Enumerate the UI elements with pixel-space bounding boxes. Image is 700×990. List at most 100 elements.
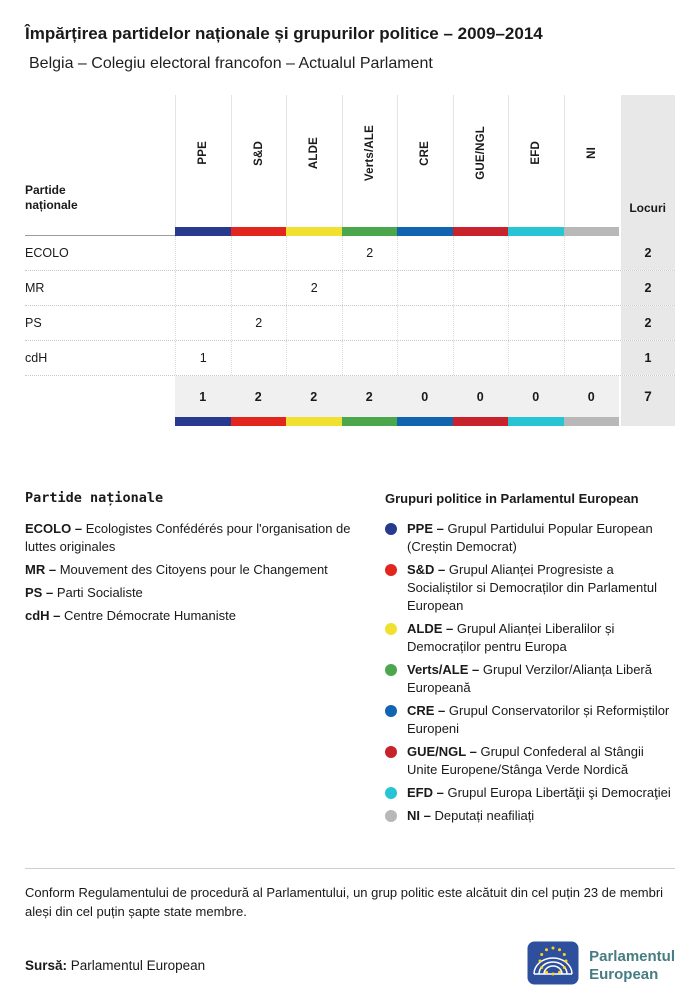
party-name: PS bbox=[25, 316, 42, 330]
row-seats: 2 bbox=[619, 271, 675, 305]
logo-wordmark: Parlamentul European bbox=[589, 947, 675, 983]
cell-value bbox=[563, 306, 620, 340]
sd-color-bar bbox=[230, 227, 286, 236]
ppe-color-bar bbox=[175, 417, 231, 426]
group-color-bar-row bbox=[25, 227, 675, 236]
footer-bottom-row: Sursă: Parlamentul European bbox=[25, 941, 675, 990]
sd-color-bar bbox=[230, 417, 286, 426]
cell-value bbox=[563, 341, 620, 375]
verts-ale-color-bar bbox=[341, 227, 397, 236]
cell-value bbox=[563, 236, 620, 270]
row-header-label: Partide naționale bbox=[25, 183, 78, 212]
legend-parties-heading: Partide naționale bbox=[25, 490, 164, 506]
column-header-seats: Locuri bbox=[619, 95, 675, 227]
cre-color-dot bbox=[385, 705, 397, 717]
cell-value bbox=[508, 271, 564, 305]
cell-value bbox=[286, 306, 342, 340]
footnote: Conform Regulamentului de procedură al P… bbox=[25, 885, 664, 919]
total-value: 0 bbox=[563, 376, 619, 417]
verts-ale-color-bar bbox=[341, 417, 397, 426]
legend-group-item-ppe: PPE – Grupul Partidului Popular European… bbox=[385, 520, 675, 556]
legend-group-item-efd: EFD – Grupul Europa Libertăţii şi Democr… bbox=[385, 784, 675, 802]
legend-parties: Partide naționale ECOLO – Ecologistes Co… bbox=[25, 490, 365, 830]
cre-color-bar bbox=[397, 417, 453, 426]
table-row-ps: PS 2 2 bbox=[25, 306, 675, 341]
seats-column-fill bbox=[619, 227, 675, 236]
cell-value: 2 bbox=[286, 271, 342, 305]
party-name: cdH bbox=[25, 351, 48, 365]
legend-group-item-gue-ngl: GUE/NGL – Grupul Confederal al Stângii U… bbox=[385, 743, 675, 779]
total-value: 2 bbox=[230, 376, 286, 417]
cell-value bbox=[341, 271, 398, 305]
row-seats: 2 bbox=[619, 236, 675, 270]
column-header-ppe: PPE bbox=[175, 95, 231, 227]
source-line: Sursă: Parlamentul European bbox=[25, 958, 206, 973]
cell-value bbox=[452, 306, 509, 340]
cell-value bbox=[452, 271, 509, 305]
ppe-color-bar bbox=[175, 227, 231, 236]
cell-value bbox=[452, 341, 509, 375]
ppe-color-dot bbox=[385, 523, 397, 535]
column-header-alde: ALDE bbox=[286, 95, 342, 227]
ni-color-dot bbox=[385, 810, 397, 822]
cell-value: 1 bbox=[175, 341, 231, 375]
legend-groups-heading: Grupuri politice in Parlamentul European bbox=[385, 491, 639, 506]
total-seats: 7 bbox=[619, 376, 675, 417]
table-row-cdh: cdH 1 1 bbox=[25, 341, 675, 376]
total-value: 0 bbox=[508, 376, 564, 417]
alde-color-bar bbox=[286, 417, 342, 426]
alde-color-dot bbox=[385, 623, 397, 635]
header-underline bbox=[25, 227, 175, 236]
totals-blank-cell bbox=[25, 376, 175, 417]
column-header-gue-ngl: GUE/NGL bbox=[452, 95, 509, 227]
cell-value bbox=[563, 271, 620, 305]
cell-value bbox=[397, 306, 453, 340]
legend-group-item-alde: ALDE – Grupul Alianței Liberalilor și De… bbox=[385, 620, 675, 656]
total-value: 1 bbox=[175, 376, 231, 417]
footer-divider bbox=[25, 868, 675, 869]
ni-color-bar bbox=[563, 227, 619, 236]
cell-value bbox=[397, 236, 453, 270]
cell-value bbox=[286, 236, 342, 270]
table-row-ecolo: ECOLO 2 2 bbox=[25, 236, 675, 271]
legend-group-item-cre: CRE – Grupul Conservatorilor și Reformiș… bbox=[385, 702, 675, 738]
european-parliament-logo: Parlamentul European bbox=[527, 941, 675, 990]
cell-value bbox=[286, 341, 342, 375]
column-header-efd: EFD bbox=[508, 95, 564, 227]
cell-value bbox=[175, 271, 231, 305]
cell-value bbox=[230, 236, 287, 270]
cell-value bbox=[230, 341, 287, 375]
gue-ngl-color-bar bbox=[452, 227, 508, 236]
table-row-totals: 1 2 2 2 0 0 0 0 7 bbox=[25, 376, 675, 417]
total-value: 2 bbox=[286, 376, 342, 417]
cell-value: 2 bbox=[341, 236, 398, 270]
party-name: MR bbox=[25, 281, 45, 295]
page-title: Împărțirea partidelor naționale și grupu… bbox=[25, 24, 543, 43]
cell-value bbox=[508, 236, 564, 270]
total-value: 0 bbox=[452, 376, 508, 417]
table-row-mr: MR 2 2 bbox=[25, 271, 675, 306]
row-seats: 2 bbox=[619, 306, 675, 340]
column-header-sd: S&D bbox=[230, 95, 287, 227]
legend-section: Partide naționale ECOLO – Ecologistes Co… bbox=[25, 490, 675, 830]
legend-party-item: PS – Parti Socialiste bbox=[25, 585, 143, 600]
column-header-ni: NI bbox=[563, 95, 620, 227]
verts-ale-color-dot bbox=[385, 664, 397, 676]
column-header-verts-ale: Verts/ALE bbox=[341, 95, 398, 227]
gue-ngl-color-dot bbox=[385, 746, 397, 758]
cell-value bbox=[508, 341, 564, 375]
bottom-blank-cell bbox=[25, 417, 175, 426]
seats-table: Partide naționale PPE S&D ALDE Verts/ALE… bbox=[25, 95, 675, 426]
seats-column-fill bbox=[619, 417, 675, 426]
legend-group-item-verts-ale: Verts/ALE – Grupul Verzilor/Alianța Libe… bbox=[385, 661, 675, 697]
table-header-row: Partide naționale PPE S&D ALDE Verts/ALE… bbox=[25, 95, 675, 227]
european-parliament-logo-icon bbox=[527, 941, 579, 990]
legend-group-item-ni: NI – Deputați neafiliați bbox=[385, 807, 675, 825]
column-header-cre: CRE bbox=[397, 95, 453, 227]
sd-color-dot bbox=[385, 564, 397, 576]
cell-value bbox=[230, 271, 287, 305]
legend-party-item: MR – Mouvement des Citoyens pour le Chan… bbox=[25, 562, 328, 577]
party-name: ECOLO bbox=[25, 246, 69, 260]
legend-group-item-sd: S&D – Grupul Alianței Progresiste a Soci… bbox=[385, 561, 675, 615]
